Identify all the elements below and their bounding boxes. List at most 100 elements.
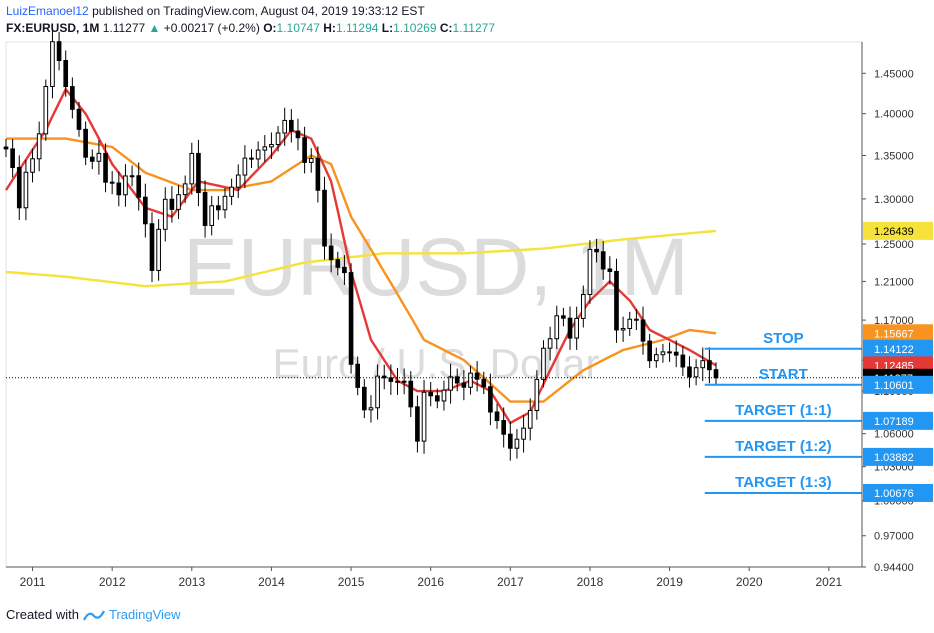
price-tag-label: 1.07189 xyxy=(874,416,914,428)
candle-body xyxy=(375,375,380,409)
price-tag xyxy=(863,447,933,466)
change-text: +0.00217 (+0.2%) xyxy=(163,21,260,35)
high-value: 1.11294 xyxy=(335,21,379,35)
candle-body xyxy=(235,174,241,188)
candle-body xyxy=(123,175,128,196)
candle-body xyxy=(421,391,427,442)
ema-mid-line xyxy=(6,137,717,403)
level-label: TARGET (1:3) xyxy=(735,474,831,491)
candle-body xyxy=(434,395,440,402)
candle-body xyxy=(43,85,49,135)
price-tag xyxy=(863,339,933,358)
x-tick-label: 2014 xyxy=(258,575,285,589)
footer: Created with TradingView xyxy=(6,607,181,622)
candle-body xyxy=(428,391,434,397)
candle-body xyxy=(501,420,506,435)
candle-body xyxy=(607,268,613,272)
candle-body xyxy=(408,380,414,408)
candle-body xyxy=(116,182,122,196)
candle-body xyxy=(474,372,480,380)
y-tick-label: 1.21000 xyxy=(874,276,914,288)
candle-body xyxy=(16,167,22,209)
candle-body xyxy=(667,351,672,354)
ticker-bar: FX:EURUSD, 1M 1.11277 ▲ +0.00217 (+0.2%)… xyxy=(6,21,495,35)
y-tick-label: 0.94400 xyxy=(874,562,914,574)
candle-body xyxy=(30,158,35,173)
candle-body xyxy=(50,41,55,87)
candle-body xyxy=(587,248,593,296)
open-label: O: xyxy=(263,21,277,35)
candle-body xyxy=(620,327,626,331)
candle-body xyxy=(216,205,221,211)
candle-body xyxy=(468,372,473,388)
price-tag xyxy=(863,411,933,430)
x-tick-label: 2017 xyxy=(497,575,524,589)
candle-body xyxy=(561,315,566,319)
candle-body xyxy=(136,175,142,198)
price-tag xyxy=(863,483,933,502)
y-tick-label: 1.17000 xyxy=(874,315,914,327)
x-tick-label: 2012 xyxy=(99,575,126,589)
candle-body xyxy=(89,156,95,162)
x-tick-label: 2013 xyxy=(178,575,205,589)
y-tick-label: 1.35000 xyxy=(874,151,914,163)
x-tick-label: 2021 xyxy=(815,575,842,589)
open-value: 1.10747 xyxy=(276,21,320,35)
candle-body xyxy=(249,157,254,160)
candle-body xyxy=(614,270,619,331)
x-tick-label: 2011 xyxy=(20,575,46,589)
candle-body xyxy=(56,41,62,61)
price-tag-label: 1.14122 xyxy=(874,344,914,356)
candle-body xyxy=(594,248,599,253)
candle-body xyxy=(222,195,228,211)
candle-body xyxy=(322,189,327,247)
candle-body xyxy=(355,363,361,388)
candle-body xyxy=(541,347,546,380)
candle-body xyxy=(242,157,248,176)
candle-body xyxy=(182,183,188,196)
trade-levels: STOP START TARGET (1:1) TARGET (1:2) TARGET … xyxy=(6,330,862,494)
author-link[interactable]: LuizEmanoel12 xyxy=(6,4,89,18)
x-tick-label: 2020 xyxy=(736,575,763,589)
candle-body xyxy=(83,128,88,158)
y-tick-label: 1.25000 xyxy=(874,239,914,251)
candle-body xyxy=(189,152,195,185)
candle-body xyxy=(660,351,666,356)
created-with-label: Created with xyxy=(6,607,79,622)
candle-body xyxy=(534,378,540,411)
high-label: H: xyxy=(323,21,336,35)
tradingview-brand[interactable]: TradingView xyxy=(108,607,181,622)
candle-body xyxy=(36,133,42,160)
candle-body xyxy=(401,380,407,383)
candle-body xyxy=(162,198,168,230)
candle-body xyxy=(63,59,69,88)
candle-body xyxy=(441,389,447,402)
price-tag xyxy=(863,221,933,240)
candle-body xyxy=(342,266,347,274)
y-tick-label: 1.45000 xyxy=(874,68,914,80)
candle-body xyxy=(653,354,659,362)
price-tag xyxy=(863,324,933,343)
last-price: 1.11277 xyxy=(102,21,146,35)
candle-body xyxy=(627,318,633,329)
candle-body xyxy=(507,433,513,449)
candle-body xyxy=(388,377,394,382)
candle-body xyxy=(521,427,526,440)
candle-body xyxy=(368,407,374,411)
candle-body xyxy=(700,360,706,369)
price-tag xyxy=(863,375,933,394)
candle-body xyxy=(302,137,307,163)
candle-body xyxy=(143,196,148,225)
candle-body xyxy=(680,354,686,368)
candle-body xyxy=(103,152,108,183)
candle-body xyxy=(554,315,560,340)
candle-body xyxy=(527,409,533,429)
candle-body xyxy=(308,157,314,163)
publish-header: LuizEmanoel12 published on TradingView.c… xyxy=(6,4,425,18)
candle-body xyxy=(481,378,487,388)
candle-body xyxy=(693,367,699,378)
candle-body xyxy=(96,152,102,162)
candle-body xyxy=(109,181,115,184)
y-tick-label: 1.40000 xyxy=(874,109,914,121)
